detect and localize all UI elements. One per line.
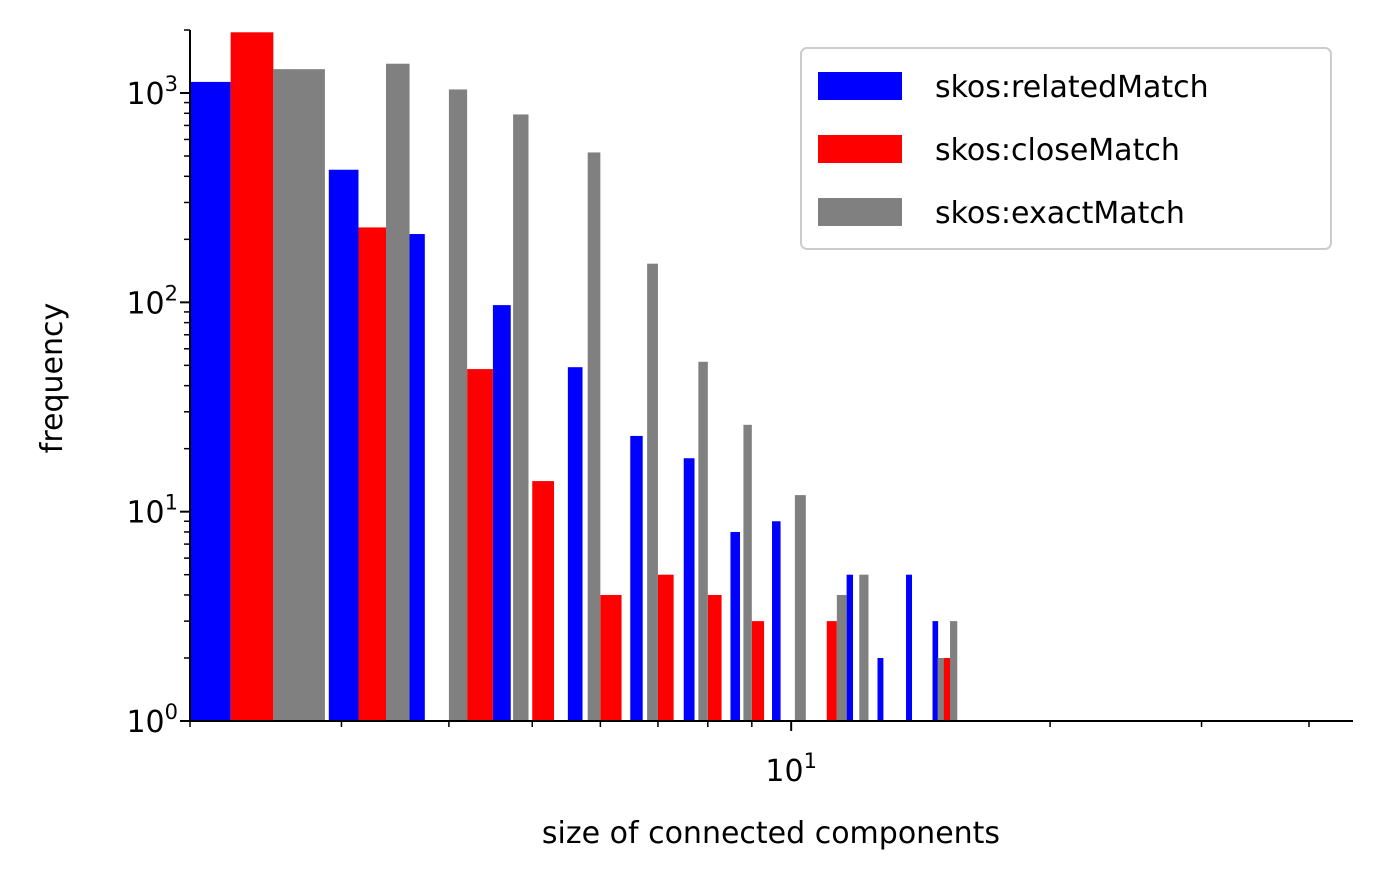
y-tick-label: 100 bbox=[126, 700, 178, 740]
bar-skos-exactmatch-8 bbox=[794, 495, 806, 721]
legend-label-skos-relatedmatch: skos:relatedMatch bbox=[935, 70, 1209, 105]
bar-skos-relatedmatch-9 bbox=[846, 574, 854, 721]
bar-skos-exactmatch-4 bbox=[587, 152, 601, 721]
bar-skos-relatedmatch-4 bbox=[567, 367, 583, 721]
bars-layer bbox=[190, 32, 958, 722]
bar-skos-closematch-4 bbox=[600, 594, 622, 721]
bar-skos-closematch-8 bbox=[826, 621, 837, 721]
bar-skos-exactmatch-0 bbox=[273, 69, 325, 721]
bar-skos-relatedmatch-6 bbox=[683, 458, 695, 721]
bar-skos-relatedmatch-8 bbox=[772, 521, 781, 721]
bar-skos-exactmatch-3 bbox=[513, 114, 529, 721]
y-tick-label: 103 bbox=[126, 72, 178, 112]
legend-frame bbox=[800, 47, 1332, 250]
legend-swatch-skos-relatedmatch bbox=[818, 72, 902, 100]
bar-skos-exactmatch-12 bbox=[950, 621, 958, 721]
bar-skos-exactmatch-11 bbox=[937, 657, 944, 721]
bar-skos-relatedmatch-5 bbox=[630, 435, 643, 721]
bar-skos-relatedmatch-3 bbox=[492, 305, 511, 721]
bar-skos-closematch-5 bbox=[657, 574, 674, 721]
bar-skos-exactmatch-2 bbox=[448, 89, 468, 721]
bar-skos-relatedmatch-11 bbox=[906, 574, 913, 721]
bar-skos-closematch-1 bbox=[358, 227, 386, 722]
legend-swatch-skos-closematch bbox=[818, 135, 902, 163]
bar-skos-relatedmatch-7 bbox=[730, 531, 741, 721]
x-axis-label: size of connected components bbox=[542, 816, 1000, 851]
legend-swatch-skos-exactmatch bbox=[818, 198, 902, 226]
x-tick-label: 101 bbox=[765, 749, 817, 789]
bar-skos-relatedmatch-12 bbox=[932, 621, 939, 721]
y-tick-label: 102 bbox=[126, 281, 178, 321]
bar-skos-exactmatch-1 bbox=[386, 63, 410, 722]
bar-skos-exactmatch-9 bbox=[836, 594, 847, 721]
legend: skos:relatedMatch skos:closeMatch skos:exa… bbox=[800, 47, 1332, 250]
bar-skos-closematch-9 bbox=[942, 657, 952, 721]
y-axis-label: frequency bbox=[35, 303, 70, 453]
axes-layer: 100 101 102 103 101 bbox=[126, 29, 1353, 789]
bar-skos-relatedmatch-1 bbox=[328, 169, 359, 722]
bar-skos-exactmatch-10 bbox=[859, 574, 869, 721]
bar-skos-closematch-6 bbox=[707, 594, 722, 721]
bar-skos-relatedmatch-0 bbox=[190, 81, 231, 721]
bar-skos-exactmatch-7 bbox=[743, 424, 752, 721]
y-tick-label: 101 bbox=[126, 491, 178, 531]
legend-label-skos-exactmatch: skos:exactMatch bbox=[935, 196, 1185, 231]
bar-skos-exactmatch-6 bbox=[698, 361, 708, 721]
bar-skos-relatedmatch-10 bbox=[877, 657, 884, 721]
bar-skos-closematch-2 bbox=[467, 369, 493, 721]
bar-skos-exactmatch-5 bbox=[647, 263, 658, 721]
bar-skos-closematch-7 bbox=[751, 621, 765, 721]
legend-label-skos-closematch: skos:closeMatch bbox=[935, 133, 1180, 168]
bar-skos-closematch-3 bbox=[532, 481, 555, 721]
bar-skos-closematch-0 bbox=[230, 32, 274, 722]
